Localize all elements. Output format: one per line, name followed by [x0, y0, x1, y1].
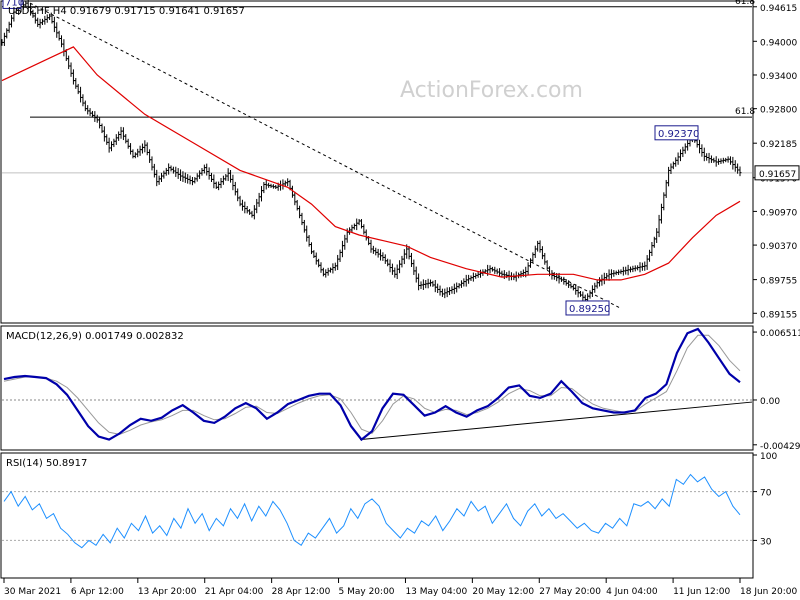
macd-line: [3, 327, 741, 442]
rsi-tick-label: 100: [760, 452, 777, 462]
x-tick-label: 4 Jun 04:00: [606, 587, 658, 597]
x-tick-label: 11 Jun 12:00: [673, 587, 730, 597]
x-tick-label: 30 Mar 2021: [4, 587, 61, 597]
watermark: ActionForex.com: [400, 78, 583, 103]
price-tick-label: 0.89755: [760, 277, 797, 287]
price-panel-header: USDCHF,H4 0.91679 0.91715 0.91641 0.9165…: [8, 6, 245, 17]
price-annotation-label: 710: [5, 0, 24, 8]
price-tick-label: 0.89155: [760, 310, 797, 320]
x-tick-label: 21 Apr 04:00: [205, 587, 264, 597]
x-tick-label: 20 May 12:00: [472, 587, 534, 597]
price-tick-label: 0.94000: [760, 38, 797, 48]
x-tick-label: 5 May 20:00: [339, 587, 395, 597]
macd-trendline: [359, 401, 753, 441]
price-trendline: [29, 2, 621, 309]
macd-panel-header: MACD(12,26,9) 0.001749 0.002832: [6, 331, 184, 342]
x-tick-label: 18 Jun 20:00: [740, 587, 797, 597]
fib-level-label: 61.8: [735, 0, 755, 7]
macd-tick-label: -0.004298: [760, 442, 800, 452]
price-panel: [0, 0, 754, 324]
rsi-tick-label: 70: [760, 489, 772, 499]
price-tick-label: 0.93400: [760, 72, 797, 82]
price-annotation-label: 0.92370: [658, 129, 699, 140]
price-annotation-box: [2, 0, 22, 9]
price-annotation-label: 0.89250: [569, 304, 610, 315]
price-tick-label: 0.94615: [760, 4, 797, 14]
rsi-panel-header: RSI(14) 50.8917: [6, 458, 87, 469]
rsi-line: [3, 473, 741, 549]
x-tick-label: 13 Apr 20:00: [138, 587, 197, 597]
price-tick-label: 0.90370: [760, 242, 797, 252]
x-tick-label: 28 Apr 12:00: [272, 587, 331, 597]
x-tick-label: 13 May 04:00: [405, 587, 467, 597]
rsi-tick-label: 30: [760, 537, 772, 547]
fib-level-label: 61.8: [735, 107, 755, 117]
macd-tick-label: 0.006511: [760, 329, 800, 339]
price-annotation-box: [654, 125, 699, 141]
price-tick-label: 0.92185: [760, 140, 797, 150]
current-price-box: [754, 165, 800, 181]
price-annotation-box: [565, 300, 610, 316]
current-price-label: 0.91657: [759, 170, 796, 180]
moving-average-line: [1, 46, 741, 281]
price-tick-label: 0.90970: [760, 208, 797, 218]
macd-tick-label: 0.00: [760, 397, 780, 407]
macd-signal-line: [3, 334, 741, 435]
x-tick-label: 6 Apr 12:00: [71, 587, 124, 597]
rsi-panel: [0, 452, 754, 579]
x-tick-label: 27 May 20:00: [539, 587, 601, 597]
macd-panel: [0, 325, 754, 451]
price-tick-label: 0.92800: [760, 106, 797, 116]
